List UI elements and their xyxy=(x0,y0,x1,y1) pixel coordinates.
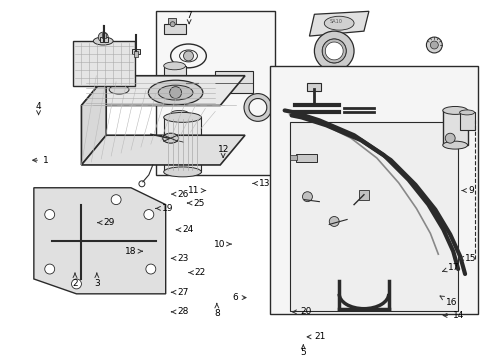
Ellipse shape xyxy=(148,80,203,105)
Ellipse shape xyxy=(171,132,189,138)
Text: 3: 3 xyxy=(94,273,100,288)
Bar xyxy=(307,83,321,91)
Bar xyxy=(74,41,135,86)
Circle shape xyxy=(302,192,313,202)
Bar xyxy=(290,155,296,160)
Polygon shape xyxy=(81,76,106,165)
Ellipse shape xyxy=(164,167,201,177)
Text: 1: 1 xyxy=(33,156,49,165)
Text: 22: 22 xyxy=(189,268,206,277)
Bar xyxy=(460,112,475,130)
Bar xyxy=(168,18,175,24)
Ellipse shape xyxy=(443,107,467,114)
Bar xyxy=(359,190,369,200)
Text: 6: 6 xyxy=(232,293,246,302)
Text: 18: 18 xyxy=(125,247,142,256)
Ellipse shape xyxy=(164,90,186,98)
Text: 8: 8 xyxy=(214,303,220,318)
Bar xyxy=(164,24,186,34)
Circle shape xyxy=(430,41,439,49)
Wedge shape xyxy=(322,39,346,63)
Wedge shape xyxy=(315,31,354,71)
Bar xyxy=(295,154,318,162)
Circle shape xyxy=(170,22,175,27)
Bar xyxy=(270,66,478,314)
Bar xyxy=(156,11,275,175)
Circle shape xyxy=(98,32,108,42)
Bar xyxy=(164,117,201,172)
Text: 2: 2 xyxy=(72,273,78,288)
Text: 28: 28 xyxy=(172,307,189,316)
Polygon shape xyxy=(34,188,166,294)
Bar xyxy=(171,113,189,135)
Polygon shape xyxy=(310,11,369,36)
Ellipse shape xyxy=(460,110,474,115)
Circle shape xyxy=(72,279,81,289)
Text: 11: 11 xyxy=(188,186,205,195)
Text: 23: 23 xyxy=(172,254,189,263)
Text: 15: 15 xyxy=(460,254,477,263)
Polygon shape xyxy=(81,76,245,105)
Bar xyxy=(132,49,140,54)
Text: 7: 7 xyxy=(186,11,192,23)
Circle shape xyxy=(111,195,121,204)
Circle shape xyxy=(170,87,182,99)
Circle shape xyxy=(445,133,455,143)
Ellipse shape xyxy=(171,111,189,116)
Circle shape xyxy=(45,264,55,274)
Bar xyxy=(100,37,108,42)
Polygon shape xyxy=(81,135,245,165)
Text: 29: 29 xyxy=(98,218,115,227)
Text: 26: 26 xyxy=(172,190,189,199)
Text: 16: 16 xyxy=(440,296,457,307)
Ellipse shape xyxy=(324,16,354,30)
Bar xyxy=(290,122,458,311)
Text: 25: 25 xyxy=(188,198,204,207)
Ellipse shape xyxy=(93,37,113,45)
Text: 4: 4 xyxy=(36,102,41,114)
Text: 27: 27 xyxy=(172,288,189,297)
Circle shape xyxy=(146,264,156,274)
Text: 9: 9 xyxy=(462,186,474,195)
Circle shape xyxy=(45,210,55,220)
Bar xyxy=(164,66,186,94)
Text: 19: 19 xyxy=(156,204,173,213)
Bar xyxy=(102,33,106,38)
Text: 20: 20 xyxy=(293,307,312,316)
Bar xyxy=(443,111,468,145)
Bar xyxy=(215,71,253,93)
Text: 10: 10 xyxy=(214,239,231,248)
Text: 17: 17 xyxy=(442,263,460,272)
Text: 13: 13 xyxy=(253,179,270,188)
Ellipse shape xyxy=(163,133,178,143)
Circle shape xyxy=(426,37,442,53)
Text: SA10: SA10 xyxy=(330,19,343,24)
Text: 12: 12 xyxy=(218,145,229,157)
Ellipse shape xyxy=(164,112,201,122)
Text: 5: 5 xyxy=(300,345,306,357)
Ellipse shape xyxy=(443,141,467,149)
Text: 24: 24 xyxy=(176,225,194,234)
Circle shape xyxy=(329,216,339,226)
Text: 21: 21 xyxy=(307,332,326,341)
Ellipse shape xyxy=(109,85,129,94)
Ellipse shape xyxy=(164,62,186,70)
Circle shape xyxy=(144,210,154,220)
Ellipse shape xyxy=(158,85,193,100)
Circle shape xyxy=(179,138,188,146)
Wedge shape xyxy=(244,94,272,121)
Text: 14: 14 xyxy=(443,311,465,320)
Circle shape xyxy=(184,51,194,61)
Bar xyxy=(134,51,138,57)
